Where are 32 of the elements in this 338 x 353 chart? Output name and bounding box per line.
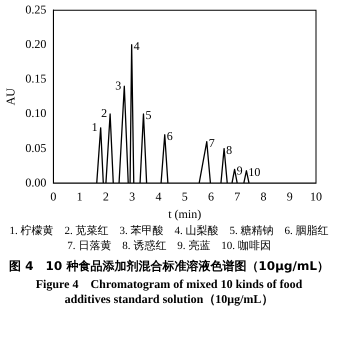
annotation: 3 (115, 78, 122, 92)
x-tick-label: 10 (310, 190, 322, 204)
x-tick-label: 8 (260, 190, 266, 204)
annotation: 6 (166, 128, 173, 143)
x-tick-label: 2 (102, 190, 109, 204)
x-tick-label: 0 (50, 190, 56, 204)
annotation: 1 (92, 120, 98, 134)
x-tick-label: 4 (155, 190, 162, 204)
y-axis-title: AU (3, 88, 18, 106)
y-tick-label: 0.25 (25, 2, 46, 16)
x-tick-label: 7 (234, 190, 240, 204)
annotation: 4 (134, 38, 140, 53)
text: 1. 柠檬黄 2. 苋菜红 3. 苯甲酸 4. 山梨酸 5. 糖精钠 6. 胭脂红 7. 日落黄 8. 诱惑红 9. 亮蓝 10. 咖啡因 (8, 224, 330, 254)
x-tick-label: 6 (208, 190, 214, 204)
annotation: 8 (226, 142, 232, 157)
annotation: 7 (208, 136, 215, 150)
annotation: 5 (145, 108, 152, 122)
x-axis-title: t (min) (168, 206, 202, 221)
text: Figure 4 Chromatogram of mixed 10 kinds of food additives standard solution（10μg/mL） (34, 276, 304, 307)
x-tick-label: 1 (76, 190, 83, 204)
annotation: 9 (236, 164, 243, 178)
text: 图 4 10 种食品添加剂混合标准溶液色谱图（10μg/mL） (8, 258, 330, 275)
annotation: 2 (101, 106, 108, 120)
y-tick-label: 0.05 (25, 140, 46, 155)
y-tick-label: 0.15 (25, 72, 46, 86)
y-tick-label: 0.10 (25, 106, 46, 120)
annotation: 10 (248, 164, 260, 179)
x-tick-label: 3 (129, 190, 136, 204)
y-tick-label: 0.00 (25, 175, 46, 190)
x-tick-label: 9 (286, 190, 293, 204)
x-tick-label: 5 (182, 190, 188, 204)
y-tick-label: 0.20 (25, 36, 46, 51)
